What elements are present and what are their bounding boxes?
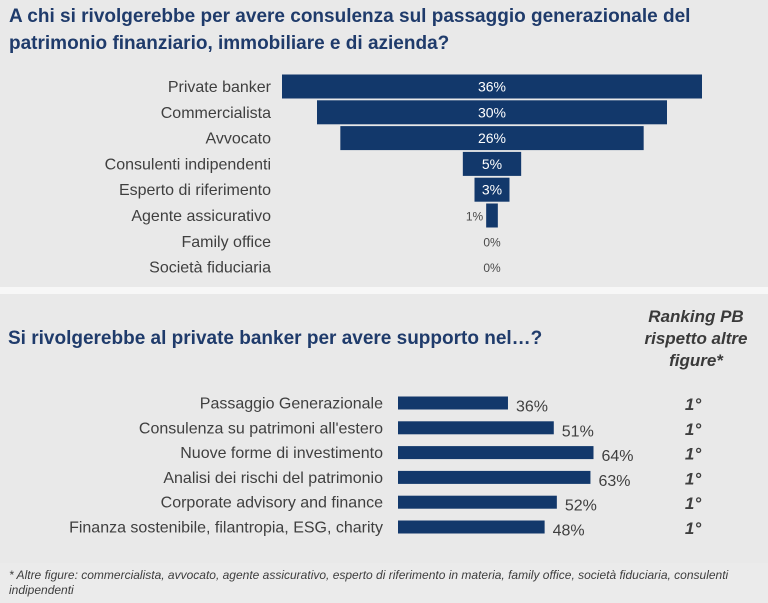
ranking-value: 1° <box>685 395 701 414</box>
funnel-category-label: Commercialista <box>161 105 271 122</box>
funnel-data-label: 1% <box>466 210 484 224</box>
funnel-category-label: Consulenti indipendenti <box>105 156 271 173</box>
bar-category-label: Corporate advisory and finance <box>161 495 383 512</box>
bar-data-label: 63% <box>598 473 630 490</box>
bar <box>398 421 554 435</box>
funnel-bar <box>486 203 498 228</box>
funnel-bar <box>317 100 667 125</box>
funnel-bar <box>282 74 702 99</box>
ranking-value: 1° <box>685 469 701 488</box>
bar-category-label: Finanza sostenibile, filantropia, ESG, c… <box>69 520 383 537</box>
panel-divider <box>0 287 768 294</box>
funnel-category-label: Private banker <box>168 79 272 96</box>
funnel-category-label: Family office <box>181 234 271 251</box>
funnel-data-label: 26% <box>478 130 506 146</box>
bar-category-label: Consulenza su patrimoni all'estero <box>139 420 383 437</box>
bar <box>398 520 545 534</box>
funnel-bar <box>474 177 510 202</box>
bar-data-label: 51% <box>562 423 594 440</box>
ranking-value: 1° <box>685 519 701 538</box>
top-chart-title: A chi si rivolgerebbe per avere consulen… <box>9 6 691 54</box>
funnel-data-label: 36% <box>478 79 506 95</box>
funnel-data-label: 0% <box>483 235 501 249</box>
bottom-chart-title: Si rivolgerebbe al private banker per av… <box>8 328 543 349</box>
ranking-header: Ranking PB rispetto altre figure* <box>644 307 748 370</box>
bar <box>398 396 508 410</box>
funnel-category-label: Avvocato <box>205 131 271 148</box>
bar <box>398 470 591 484</box>
bar-category-label: Nuove forme di investimento <box>180 445 383 462</box>
bar-data-label: 52% <box>565 498 597 515</box>
funnel-category-label: Società fiduciaria <box>149 260 271 277</box>
ranking-value: 1° <box>685 420 701 439</box>
bar-category-label: Analisi dei rischi del patrimonio <box>163 470 383 487</box>
bar-data-label: 36% <box>516 399 548 416</box>
bar-category-label: Passaggio Generazionale <box>200 396 383 413</box>
bar-data-label: 64% <box>602 448 634 465</box>
funnel-category-label: Esperto di riferimento <box>119 182 271 199</box>
ranking-value: 1° <box>685 494 701 513</box>
funnel-data-label: 30% <box>478 104 506 120</box>
footnote: * Altre figure: commercialista, avvocato… <box>9 568 729 597</box>
bar <box>398 495 557 509</box>
ranking-value: 1° <box>685 445 701 464</box>
funnel-bar <box>462 151 522 176</box>
bar <box>398 446 594 460</box>
funnel-category-label: Agente assicurativo <box>131 208 271 225</box>
funnel-data-label: 3% <box>482 182 502 198</box>
bar-data-label: 48% <box>553 523 585 540</box>
funnel-data-label: 5% <box>482 156 502 172</box>
bottom-chart-panel <box>0 294 768 563</box>
funnel-bar <box>340 126 644 151</box>
funnel-data-label: 0% <box>483 261 501 275</box>
